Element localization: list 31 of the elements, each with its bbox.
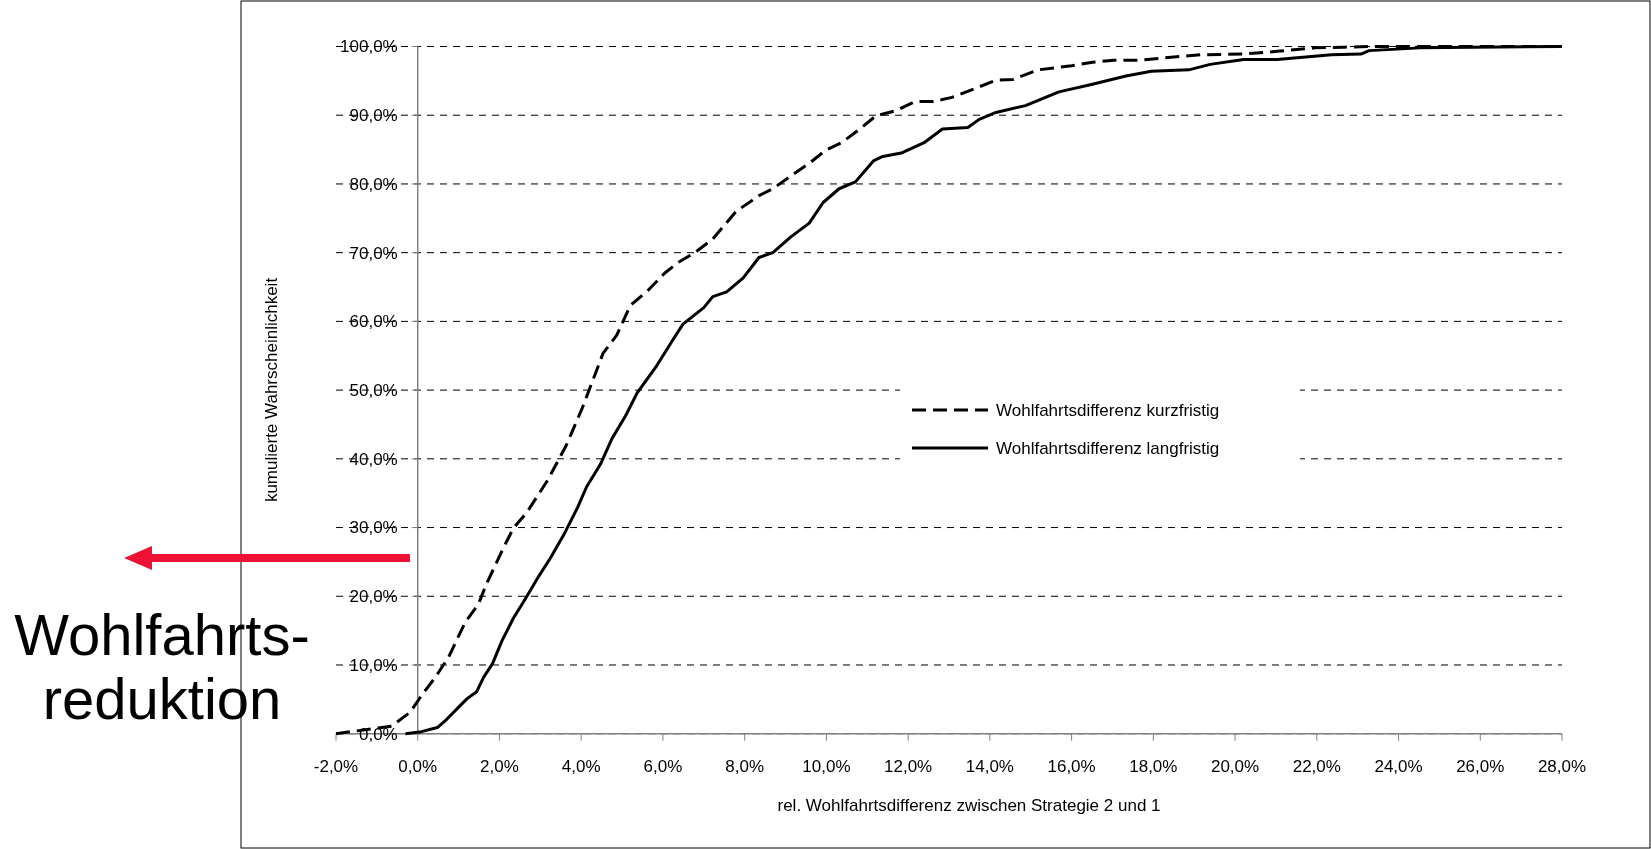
- y-tick-label: 100,0%: [340, 37, 398, 57]
- legend-label: Wohlfahrtsdifferenz kurzfristig: [996, 400, 1220, 420]
- x-tick-label: 0,0%: [398, 756, 438, 776]
- y-tick-label: 50,0%: [349, 381, 398, 401]
- y-tick-label: 40,0%: [349, 449, 398, 469]
- y-tick-label: 90,0%: [349, 106, 398, 126]
- x-tick-label: 18,0%: [1129, 756, 1178, 776]
- x-tick-label: 6,0%: [643, 756, 683, 776]
- y-tick-label: 10,0%: [349, 655, 398, 675]
- x-tick-label: 26,0%: [1456, 756, 1505, 776]
- y-tick-label: 30,0%: [349, 518, 398, 538]
- text: Wohlfahrts- reduktion: [14, 602, 310, 731]
- x-tick-label: 28,0%: [1537, 756, 1587, 776]
- x-tick-label: 4,0%: [561, 756, 601, 776]
- x-tick-label: 12,0%: [884, 756, 933, 776]
- y-tick-label: 70,0%: [349, 243, 398, 263]
- y-axis-title: kumulierte Wahrscheinlichkeit: [262, 277, 281, 503]
- y-tick-label: 80,0%: [349, 174, 398, 194]
- x-tick-label: 10,0%: [802, 756, 851, 776]
- y-tick-label: 20,0%: [349, 587, 398, 607]
- x-tick-label: 24,0%: [1374, 756, 1423, 776]
- x-tick-label: 2,0%: [480, 756, 519, 776]
- y-tick-label: 60,0%: [349, 312, 398, 332]
- x-tick-label: 16,0%: [1047, 756, 1096, 776]
- legend-label: Wohlfahrtsdifferenz langfristig: [996, 438, 1220, 458]
- x-tick-label: 22,0%: [1292, 756, 1341, 776]
- x-tick-label: 20,0%: [1210, 756, 1260, 776]
- x-tick-label: -2,0%: [313, 756, 359, 776]
- x-tick-label: 8,0%: [725, 756, 765, 776]
- x-axis-title: rel. Wohlfahrtsdifferenz zwischen Strategie 2 und 1: [777, 796, 1161, 815]
- x-tick-label: 14,0%: [965, 756, 1014, 776]
